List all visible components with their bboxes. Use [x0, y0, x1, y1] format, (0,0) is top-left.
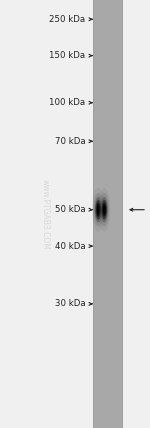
Ellipse shape: [93, 193, 103, 226]
Text: 40 kDa: 40 kDa: [55, 241, 86, 251]
Ellipse shape: [96, 203, 100, 217]
Ellipse shape: [100, 197, 108, 223]
Ellipse shape: [94, 197, 102, 223]
Bar: [122, 0, 123, 428]
Bar: [93, 0, 123, 428]
Text: 30 kDa: 30 kDa: [55, 299, 86, 309]
Ellipse shape: [99, 193, 109, 226]
Ellipse shape: [101, 200, 107, 220]
Ellipse shape: [98, 188, 111, 232]
Ellipse shape: [92, 188, 105, 232]
Ellipse shape: [102, 203, 106, 217]
Text: www.PTGAB3.COM: www.PTGAB3.COM: [40, 178, 50, 250]
Bar: [93, 0, 94, 428]
Ellipse shape: [103, 205, 106, 214]
Text: 100 kDa: 100 kDa: [49, 98, 86, 107]
Text: 70 kDa: 70 kDa: [55, 137, 86, 146]
Ellipse shape: [95, 200, 101, 220]
Ellipse shape: [97, 205, 100, 214]
Text: 50 kDa: 50 kDa: [55, 205, 86, 214]
Text: 250 kDa: 250 kDa: [49, 15, 86, 24]
Text: 150 kDa: 150 kDa: [49, 51, 86, 60]
